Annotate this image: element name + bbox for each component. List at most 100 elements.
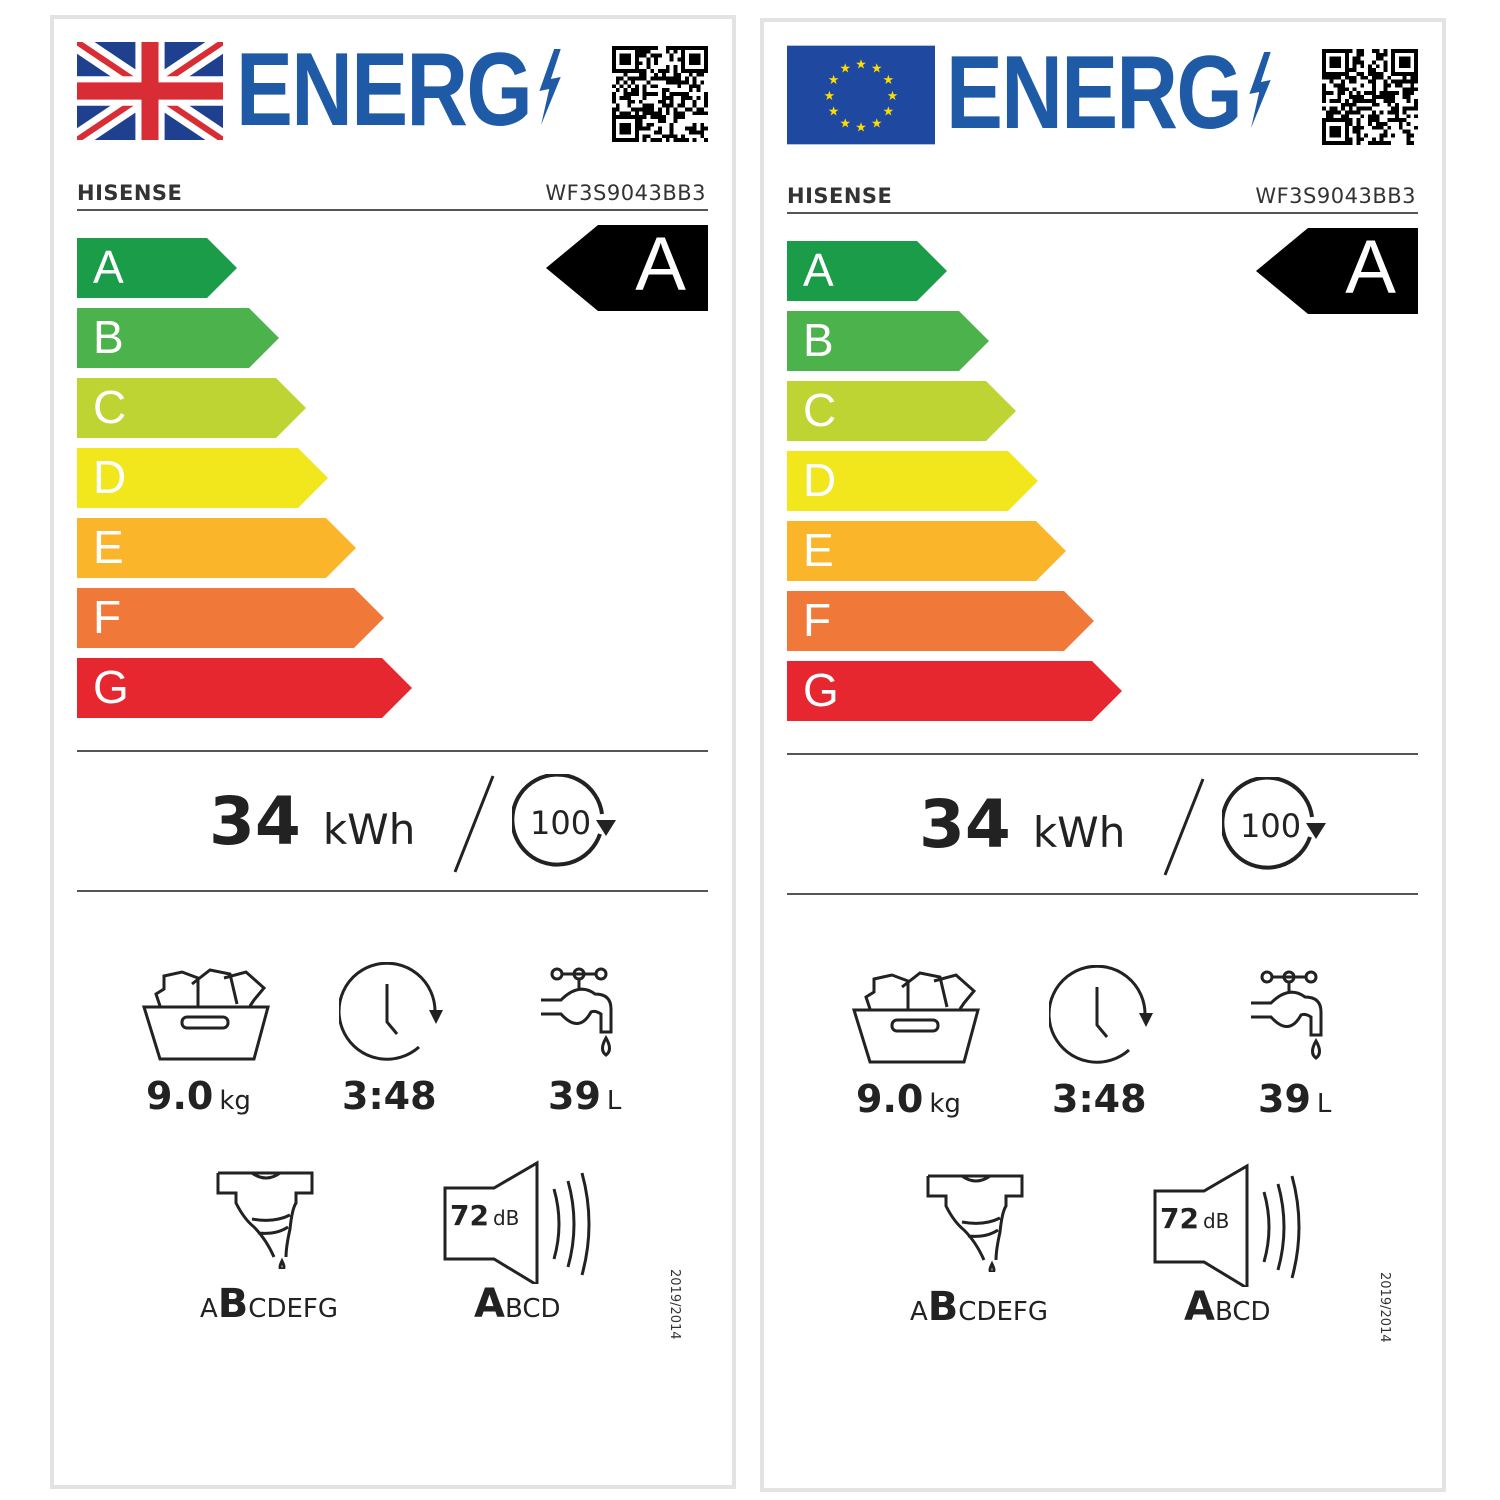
water-consumption: 39 L [548,1074,621,1118]
energy-consumption: 34 kWh [209,783,415,860]
energy-class-indicator: A [1256,225,1418,314]
noise-emission-class: ABCD [474,1281,561,1327]
svg-text:★: ★ [824,89,836,104]
brand-name: HISENSE [787,184,893,208]
capacity-unit: kg [219,1086,251,1116]
scale-text: A [200,1294,218,1324]
energy-class-value: A [1345,225,1396,310]
brand-name: HISENSE [77,181,183,205]
energy-class-bar-e: E [787,521,1066,581]
spin-class-value: B [217,1281,249,1327]
energy-title: ENERG [236,31,564,150]
noise-icon: 72 dB [1152,1162,1317,1287]
energy-title-text: ENERG [236,32,533,148]
spin-drying-shirt-icon [216,1171,314,1269]
duration-value: 3:48 [1052,1077,1147,1121]
energy-class-value: A [635,222,686,307]
cycle-icon: 100 [512,774,622,874]
laundry-basket-icon [142,968,270,1061]
svg-text:★: ★ [871,116,883,131]
class-letter: F [93,591,122,643]
eu-flag: ★ ★ ★ ★ ★ ★ ★ ★ ★ ★ ★ ★ [787,45,935,145]
qr-code[interactable] [1322,49,1418,145]
energy-label: ENERG HISENSE WF3S9043BB3 A B C D E F G A 34 kWh 100 9… [50,15,736,1489]
slash-separator [1163,778,1205,876]
class-letter: B [803,314,834,366]
water-tap-icon [1251,970,1323,1060]
laundry-basket-icon [852,971,980,1064]
svg-text:★: ★ [855,121,867,136]
class-letter: B [93,311,124,363]
energy-class-bar-f: F [787,591,1094,651]
cycles-value: 100 [530,804,592,842]
scale-text: A [910,1297,928,1327]
svg-text:★: ★ [871,62,883,77]
energy-class-bar-a: A [787,241,947,301]
lightning-icon [1249,52,1271,128]
scale-text: CDEFG [248,1294,339,1324]
water-value: 39 [1258,1077,1311,1121]
noise-value: 72 [1160,1202,1199,1235]
water-unit: L [1316,1089,1332,1119]
svg-text:★: ★ [828,105,840,120]
svg-text:★: ★ [883,73,895,88]
duration-clock-icon [339,962,443,1061]
duration-value: 3:48 [342,1074,437,1118]
capacity-value: 9.0 [146,1074,214,1118]
class-letter: D [93,451,127,503]
capacity-unit: kg [929,1089,961,1119]
scale-text: BCD [1214,1297,1271,1327]
svg-text:★: ★ [839,62,851,77]
consumption-value: 34 [209,783,301,860]
regulation-number: 2019/2014 [1377,1272,1392,1343]
class-letter: A [803,244,834,296]
class-letter: G [93,661,129,713]
noise-emission-class: ABCD [1184,1284,1271,1330]
svg-text:★: ★ [883,105,895,120]
energy-class-bar-a: A [77,238,237,298]
capacity: 9.0 kg [856,1077,961,1121]
svg-text:★: ★ [839,116,851,131]
svg-text:★: ★ [828,73,840,88]
noise-value: 72 [450,1199,489,1232]
noise-class-value: A [474,1281,505,1327]
class-letter: D [803,454,837,506]
lightning-icon [539,49,561,125]
consumption-unit: kWh [322,805,416,854]
water-value: 39 [548,1074,601,1118]
spin-efficiency-class: ABCDEFG [200,1281,338,1327]
uk-flag [71,33,229,149]
scale-text: BCD [504,1294,561,1324]
cycles-value: 100 [1240,807,1302,845]
divider [787,212,1418,214]
energy-class-bar-c: C [787,381,1016,441]
class-letter: G [803,664,839,716]
consumption-value: 34 [919,786,1011,863]
energy-class-bar-b: B [77,308,279,368]
energy-class-bar-d: D [77,448,328,508]
energy-class-bar-g: G [787,661,1122,721]
capacity: 9.0 kg [146,1074,251,1118]
svg-text:★: ★ [855,57,867,72]
energy-class-bar-g: G [77,658,412,718]
regulation-number: 2019/2014 [667,1269,682,1340]
energy-class-bar-f: F [77,588,384,648]
consumption-unit: kWh [1032,808,1126,857]
energy-class-bar-c: C [77,378,306,438]
energy-class-bar-e: E [77,518,356,578]
energy-class-bar-d: D [787,451,1038,511]
energy-class-bar-b: B [787,311,989,371]
class-letter: A [93,241,124,293]
capacity-value: 9.0 [856,1077,924,1121]
energy-title: ENERG [946,34,1274,153]
noise-unit: dB [492,1206,520,1230]
water-unit: L [606,1086,622,1116]
slash-separator [453,775,495,873]
divider [787,893,1418,895]
energy-class-indicator: A [546,222,708,311]
cycle-icon: 100 [1222,777,1332,877]
divider [787,753,1418,755]
energy-title-text: ENERG [946,35,1243,151]
qr-code[interactable] [612,46,708,142]
divider [77,209,708,211]
